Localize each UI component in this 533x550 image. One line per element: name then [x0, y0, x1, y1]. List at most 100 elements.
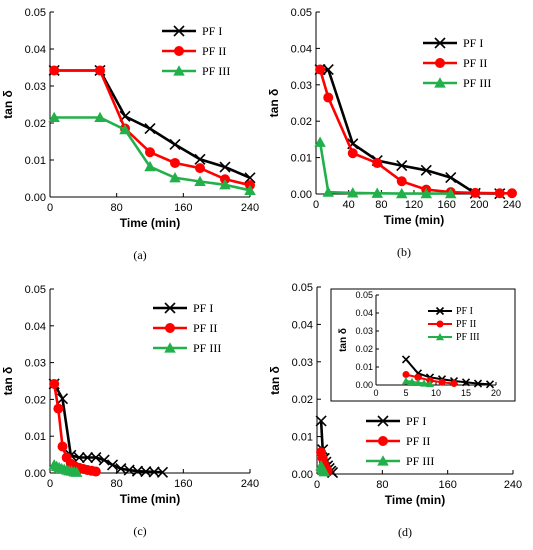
panel-d-inset-xtick-label: 15 — [461, 388, 471, 398]
panel-a-point-pf-ii — [49, 65, 60, 76]
panel-d-inset-point-pf-i — [401, 355, 411, 364]
panel-b-point-pf-ii — [470, 187, 481, 198]
panel-c-ytick-label: 0.04 — [25, 321, 46, 333]
panel-c-point-pf-i — [140, 465, 152, 478]
panel-d-inset-point-pf-i — [473, 379, 483, 388]
panel-c-point-pf-i — [56, 393, 69, 405]
panel-d-inset-legend: PF I PF II PF III — [428, 306, 480, 343]
panel-a-ytick-label: 0.05 — [25, 7, 46, 19]
panel-c-point-pf-ii — [53, 403, 64, 414]
panel-c-point-pf-i — [106, 459, 119, 471]
panel-d-xtick-label: 0 — [314, 479, 320, 491]
panel-d-xtick-label: 80 — [376, 479, 388, 491]
panel-b-ytick-label: 0.02 — [291, 116, 312, 128]
panel-b-xtick-label: 0 — [313, 199, 319, 211]
panel-c-point-pf-i — [90, 451, 102, 464]
panel-b-xtick-label: 240 — [503, 199, 521, 211]
panel-a-point-pf-ii — [95, 65, 105, 76]
panel-a-chart: 0.00 0.01 0.02 0.03 0.04 0.05 0 80 160 240 Time (m… — [1, 7, 259, 262]
panel-b-ytick-label: 0.05 — [291, 7, 312, 19]
panel-d-ytick-label: 0.01 — [292, 432, 313, 444]
panel-a-xtick-label: 0 — [47, 202, 53, 214]
panel-b-point-pf-ii — [315, 64, 326, 75]
panel-c-legend-marker — [165, 323, 175, 333]
panel-b-point-pf-ii — [323, 92, 334, 103]
panel-b-legend: PF I PF II PF III — [423, 36, 491, 90]
panel-d-inset-point-pf-ii — [438, 378, 446, 386]
panel-c-x-label: Time (min) — [120, 492, 180, 506]
panel-a-label: (a) — [133, 248, 146, 262]
panel-b-xtick-label: 80 — [375, 199, 387, 211]
panel-c-point-pf-ii — [49, 378, 60, 389]
panel-d-ytick-label: 0.05 — [292, 282, 313, 294]
panel-d-inset-point-pf-ii — [402, 371, 410, 379]
panel-d-xtick-label: 240 — [504, 479, 522, 491]
panel-d-point-pf-i — [315, 415, 327, 427]
panel-a-legend-marker — [173, 65, 185, 76]
panel-d-inset-legend-marker — [435, 306, 445, 316]
panel-c-ytick-label: 0.03 — [25, 358, 46, 370]
panel-d-ytick-label: 0.02 — [292, 394, 313, 406]
panel-a-point-pf-iii — [94, 111, 106, 123]
panel-a-legend-label: PF I — [202, 24, 222, 38]
panel-a-y-label: tan δ — [1, 90, 15, 119]
panel-d-inset-point-pf-iii — [407, 377, 417, 385]
panel-a-ytick-label: 0.00 — [25, 192, 46, 204]
panel-b-point-pf-iii — [420, 187, 432, 199]
panel-a-legend-marker — [174, 46, 184, 56]
panel-b-ytick-label: 0.04 — [291, 43, 312, 55]
panel-a-point-pf-ii — [170, 157, 180, 168]
panel-b-point-pf-iii — [371, 187, 383, 198]
panel-d-inset-legend-marker — [436, 320, 444, 328]
panel-a-x-label: Time (min) — [120, 216, 180, 230]
panel-d-legend-label: PF I — [406, 414, 426, 428]
panel-a-point-pf-i — [169, 138, 181, 151]
panel-d-inset-legend-marker — [435, 332, 445, 341]
panel-d-inset-ytick-label: 0.02 — [355, 344, 373, 354]
panel-c-xtick-label: 160 — [174, 478, 192, 490]
panel-d-inset-y-label: tan δ — [338, 328, 349, 352]
panel-a-xtick-label: 240 — [241, 202, 259, 214]
panel-b-xtick-label: 120 — [405, 199, 423, 211]
panel-d-inset-ytick-label: 0.01 — [355, 362, 373, 372]
panel-d-inset-xtick-label: 5 — [403, 388, 408, 398]
panel-d-inset: 0.00 0.01 0.02 0.03 0.04 0.05 0 5 10 15 20 tan δ PF … — [338, 290, 501, 398]
panel-d-inset-point-pf-iii — [401, 377, 411, 385]
panel-d-legend-marker — [378, 436, 388, 446]
panel-b-point-pf-ii — [507, 188, 517, 199]
panel-d-chart: 0.00 0.01 0.02 0.03 0.04 0.05 0 80 160 240 Time (m… — [268, 282, 522, 539]
panel-d-legend-label: PF II — [406, 434, 430, 448]
panel-c-legend-marker — [164, 342, 176, 353]
panel-b-xtick-label: 200 — [470, 199, 488, 211]
panel-d-ytick-label: 0.03 — [292, 357, 313, 369]
panel-b-point-pf-iii — [314, 136, 326, 147]
panel-d-inset-point-pf-i — [461, 378, 471, 387]
panel-b-legend-marker — [435, 58, 445, 68]
panel-c-point-pf-i — [156, 466, 169, 478]
panel-d-inset-ytick-label: 0.05 — [355, 290, 373, 300]
panel-c-point-pf-i — [148, 466, 160, 478]
panel-b-legend-label: PF III — [463, 76, 491, 90]
panel-d-inset-xtick-label: 0 — [373, 388, 378, 398]
panel-b-point-pf-i — [322, 63, 334, 76]
panel-b-xtick-label: 40 — [343, 199, 355, 211]
panel-d-inset-xtick-label: 20 — [491, 388, 501, 398]
panel-b-point-pf-iii — [396, 187, 408, 199]
panel-d-inset-ytick-label: 0.03 — [355, 326, 373, 336]
panel-d-inset-point-pf-iii — [413, 378, 423, 387]
panel-b-legend-label: PF II — [463, 56, 487, 70]
panel-a-ytick-label: 0.02 — [25, 118, 46, 130]
panel-c-label: (c) — [133, 524, 146, 538]
panel-c-legend-label: PF I — [193, 301, 213, 315]
panel-b-xtick-label: 160 — [437, 199, 455, 211]
panel-d-inset-ytick-label: 0.00 — [355, 380, 373, 390]
panel-d-ytick-label: 0.04 — [292, 319, 313, 331]
panel-a-legend-label: PF II — [202, 44, 226, 58]
panel-a-legend: PF I PF II PF III — [162, 24, 230, 78]
panel-d-inset-xtick-label: 10 — [431, 388, 441, 398]
panel-b-ytick-label: 0.01 — [291, 153, 312, 165]
panel-c-xtick-label: 0 — [47, 478, 53, 490]
panel-c-ytick-label: 0.02 — [25, 394, 46, 406]
panel-b-chart: 0.00 0.01 0.02 0.03 0.04 0.05 0 40 80 120 160 200 24… — [267, 7, 521, 259]
